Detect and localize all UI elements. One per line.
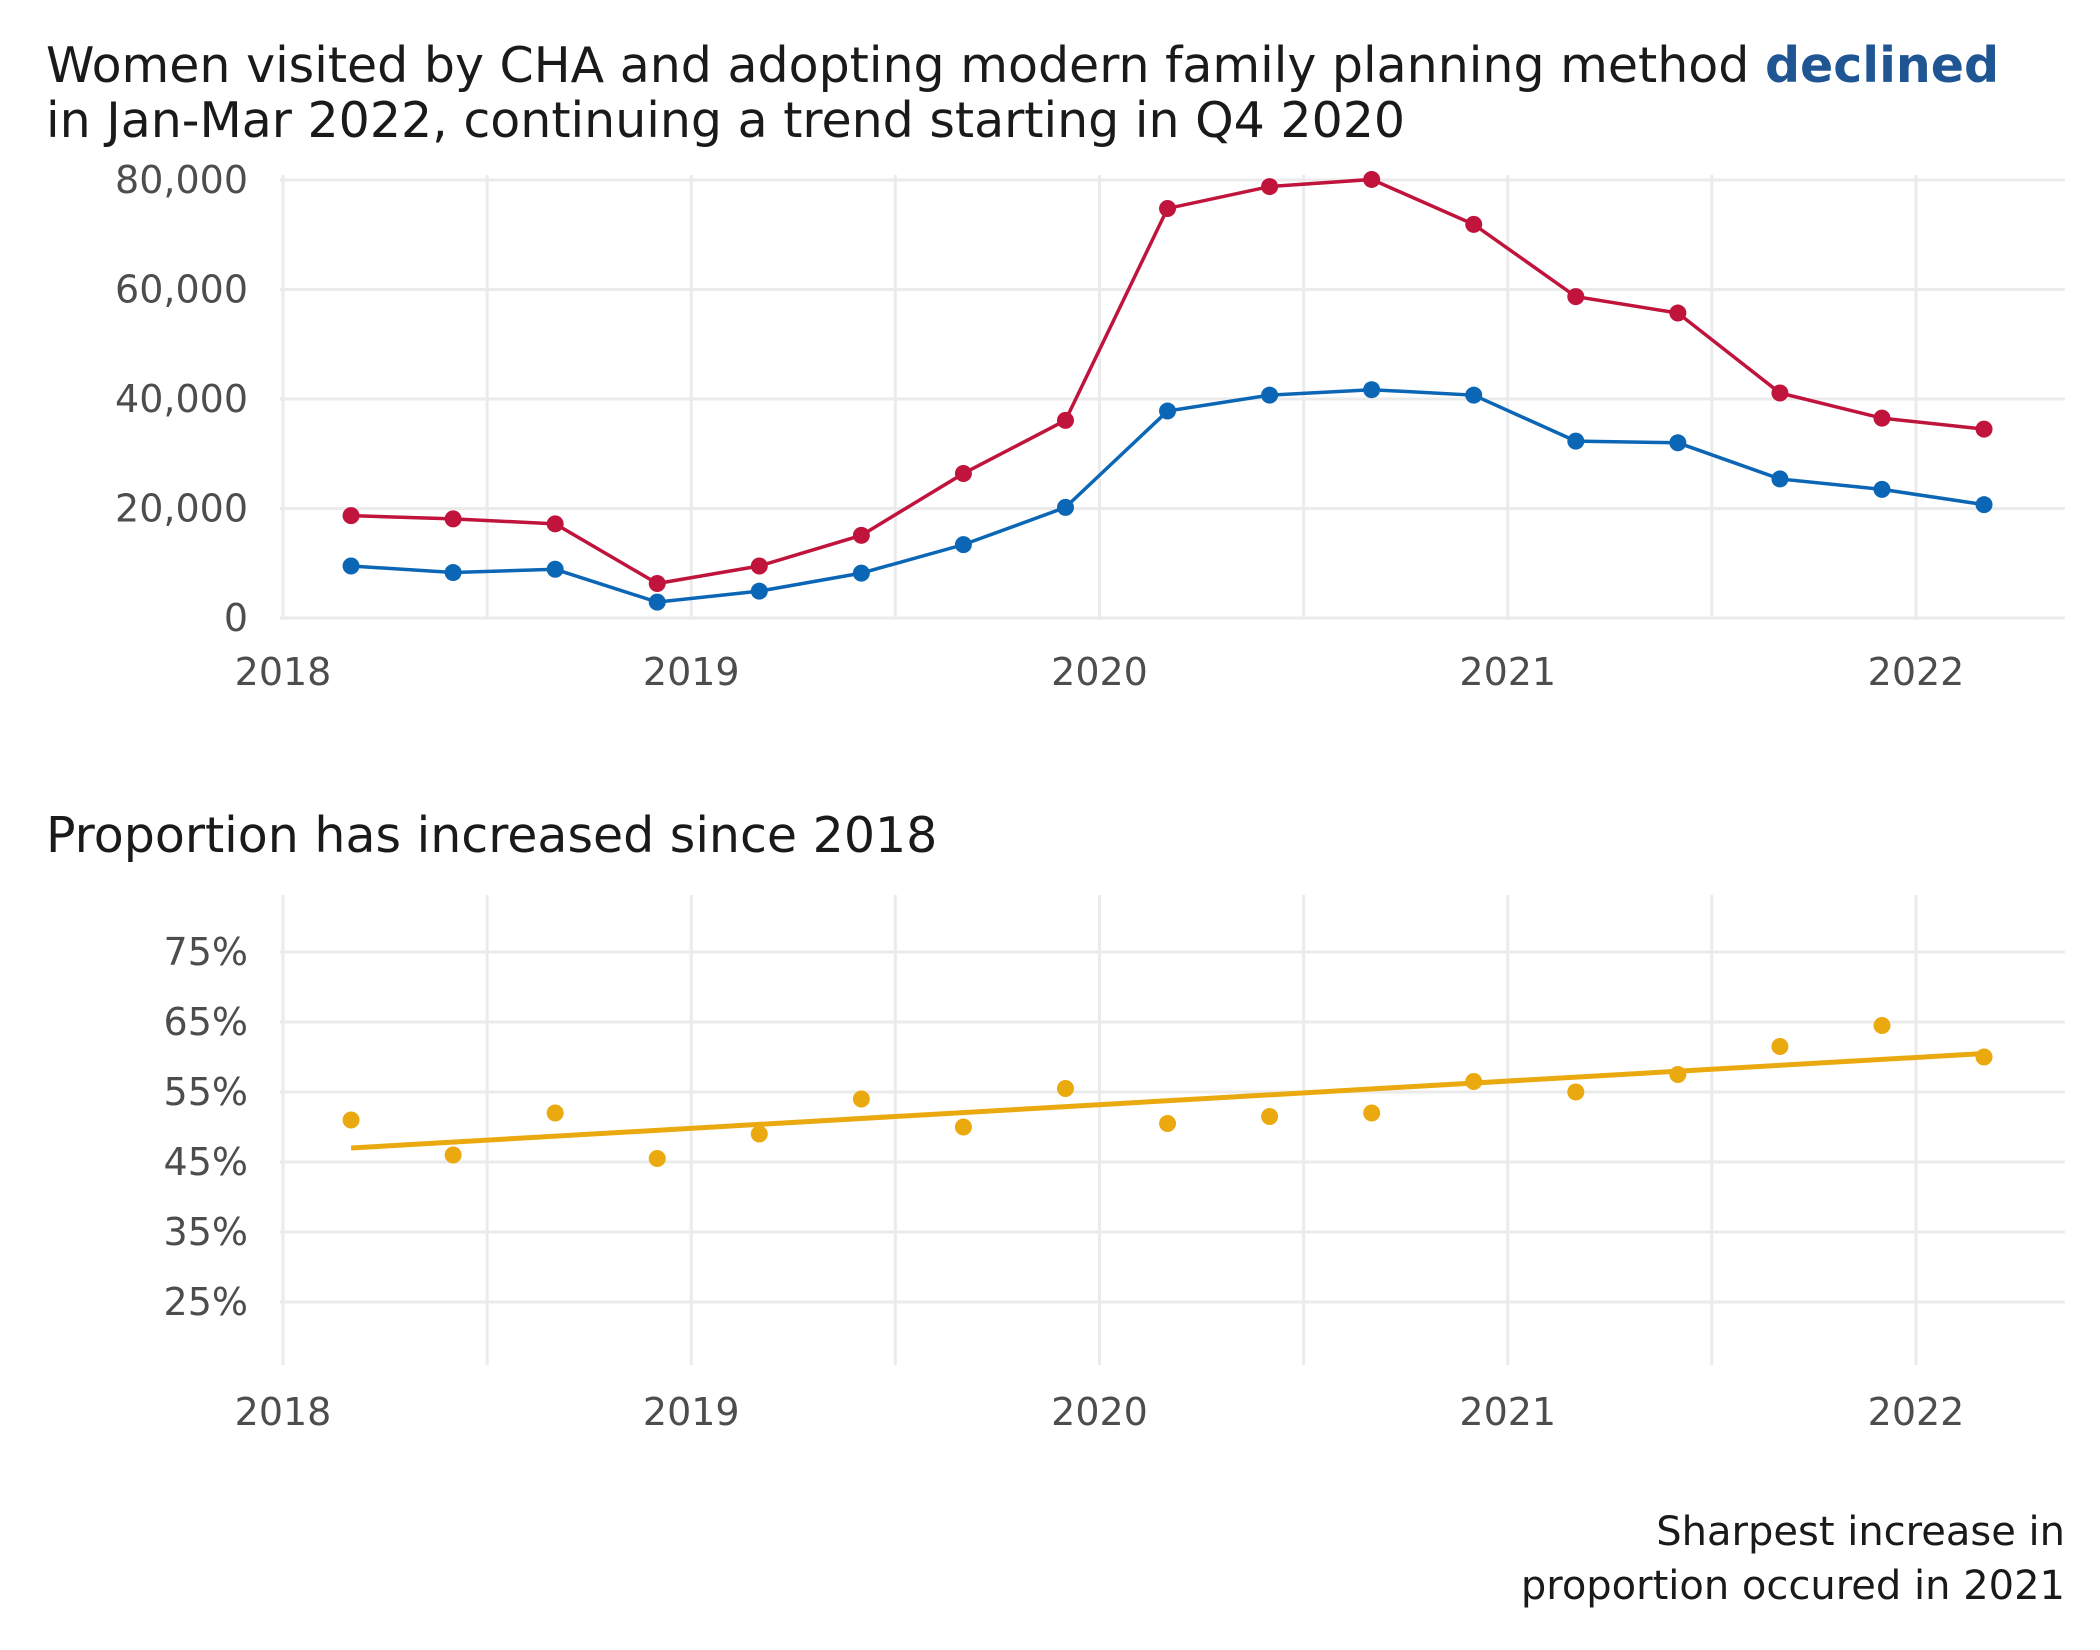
- title-part1: Women visited by CHA and adopting modern…: [46, 37, 1765, 94]
- chart2-y-tick-label: 25%: [164, 1280, 248, 1324]
- adopting-series-point: [1159, 402, 1177, 420]
- proportion-point: [1363, 1104, 1381, 1122]
- chart1-x-tick-label: 2019: [643, 650, 740, 694]
- adopting-series-point: [852, 564, 870, 582]
- proportion-point: [1261, 1108, 1279, 1125]
- chart1-y-tick-label: 20,000: [115, 487, 248, 531]
- chart2-x-tick-label: 2018: [235, 1390, 332, 1434]
- chart-title: Women visited by CHA and adopting modern…: [46, 38, 1999, 148]
- proportion-point: [1873, 1017, 1891, 1034]
- adopting-series-point: [648, 593, 666, 611]
- adopting-series-point: [1771, 470, 1789, 488]
- adopting-series-point: [546, 560, 564, 578]
- visited-series-point: [546, 515, 564, 533]
- adopting-series-point: [750, 582, 768, 600]
- title-highlight: declined: [1764, 37, 2000, 94]
- chart2-x-tick-label: 2021: [1459, 1390, 1556, 1434]
- adopting-series-point: [342, 557, 360, 575]
- chart2-y-tick-label: 65%: [164, 1000, 248, 1044]
- visited-series-point: [1465, 215, 1483, 233]
- proportion-point: [750, 1125, 768, 1143]
- chart2-x-tick-label: 2019: [643, 1390, 740, 1434]
- visited-series-point: [954, 464, 972, 482]
- caption-line2: proportion occured in 2021: [1520, 1563, 2065, 1609]
- bottom-scatter-chart: 2018 2019 2020 2021 2022 25% 35% 45% 55% 65% 75%: [164, 895, 2065, 1434]
- proportion-point: [648, 1150, 666, 1167]
- proportion-point: [1159, 1115, 1177, 1132]
- visited-series-point: [1771, 384, 1789, 402]
- proportion-point: [1465, 1073, 1483, 1090]
- chart2-y-tick-label: 75%: [164, 930, 248, 974]
- adopting-series-point: [444, 564, 462, 582]
- proportion-point: [342, 1111, 360, 1129]
- visited-series-point: [750, 557, 768, 575]
- proportion-point: [1567, 1083, 1585, 1101]
- visited-series-point: [852, 526, 870, 544]
- adopting-series-point: [1567, 432, 1585, 450]
- chart1-x-tick-label: 2022: [1868, 650, 1965, 694]
- adopting-series-point: [1261, 386, 1279, 404]
- visited-series-line: [350, 177, 1985, 586]
- visited-series-point: [1873, 409, 1891, 427]
- adopting-series-point: [1363, 381, 1381, 399]
- visited-series-point: [1261, 178, 1279, 196]
- chart1-y-tick-label: 40,000: [115, 377, 248, 421]
- adopting-series-point: [1669, 434, 1687, 452]
- chart2-x-tick-label: 2020: [1051, 1390, 1148, 1434]
- chart2-y-tick-label: 35%: [164, 1210, 248, 1254]
- adopting-series-point: [1465, 386, 1483, 404]
- proportion-point: [1771, 1038, 1789, 1055]
- second-chart-subtitle: Proportion has increased since 2018: [46, 807, 938, 864]
- visited-series-point: [1669, 304, 1687, 322]
- chart1-x-tick-label: 2020: [1051, 650, 1148, 694]
- visited-series-point: [1567, 288, 1585, 306]
- adopting-series-point: [1873, 480, 1891, 498]
- chart1-y-tick-label: 60,000: [115, 268, 248, 312]
- visited-series-point: [1159, 199, 1177, 217]
- chart1-y-tick-label: 0: [224, 596, 248, 640]
- proportion-point: [546, 1104, 564, 1122]
- chart2-y-tick-label: 55%: [164, 1070, 248, 1114]
- proportion-point: [1669, 1066, 1687, 1083]
- adopting-series-point: [1975, 496, 1993, 514]
- title-part2: in Jan-Mar 2022, continuing a trend star…: [46, 92, 1406, 149]
- chart2-x-tick-label: 2022: [1868, 1390, 1965, 1434]
- proportion-trend-line: [350, 1051, 1985, 1151]
- proportion-point: [444, 1146, 462, 1164]
- visited-series-point: [1975, 420, 1993, 438]
- visited-series-point: [342, 507, 360, 525]
- visited-series-point: [1056, 411, 1074, 429]
- proportion-point: [1975, 1048, 1993, 1066]
- chart1-x-tick-label: 2018: [235, 650, 332, 694]
- chart1-x-tick-label: 2021: [1459, 650, 1556, 694]
- proportion-point: [852, 1090, 870, 1108]
- adopting-series-point: [954, 536, 972, 554]
- adopting-series-line: [350, 387, 1985, 604]
- visited-series-point: [1363, 170, 1381, 188]
- caption-line1: Sharpest increase in: [1656, 1509, 2065, 1555]
- visited-series-point: [444, 510, 462, 528]
- proportion-point: [954, 1118, 972, 1136]
- top-line-chart: 2018 2019 2020 2021 2022 0 20,000 40,000 60,000 8…: [115, 160, 2065, 694]
- visited-series-point: [648, 575, 666, 593]
- proportion-point: [1056, 1080, 1074, 1097]
- adopting-series-point: [1056, 498, 1074, 516]
- caption: Sharpest increase in proportion occured …: [1521, 1505, 2065, 1613]
- chart2-y-tick-label: 45%: [164, 1140, 248, 1184]
- chart1-y-tick-label: 80,000: [115, 160, 248, 202]
